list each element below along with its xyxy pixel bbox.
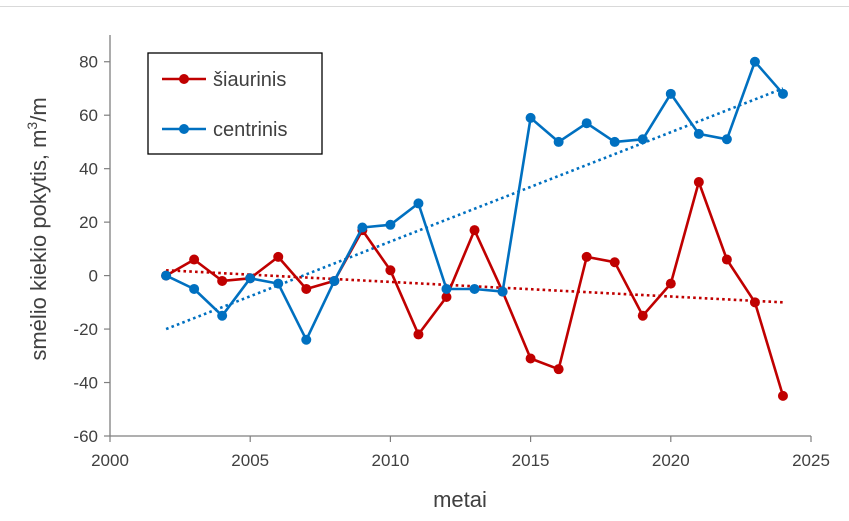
data-point [301, 283, 312, 294]
data-point [553, 136, 564, 147]
y-axis-label-sup: 3 [24, 122, 40, 130]
data-point [553, 364, 564, 375]
x-tick-label: 2000 [91, 451, 129, 470]
data-point [413, 198, 424, 209]
data-point [749, 297, 760, 308]
data-point [609, 136, 620, 147]
legend: šiaurinis centrinis [147, 52, 323, 155]
data-point [777, 390, 788, 401]
x-tick-label: 2010 [371, 451, 409, 470]
legend-label: šiaurinis [213, 69, 286, 91]
x-tick-label: 2005 [231, 451, 269, 470]
series-layer [161, 56, 788, 401]
data-point [189, 254, 200, 265]
data-point [469, 225, 480, 236]
legend-box [147, 52, 323, 155]
data-point [693, 128, 704, 139]
data-point [189, 283, 200, 294]
data-point [217, 275, 228, 286]
y-tick-label: -20 [73, 320, 98, 339]
data-point [525, 353, 536, 364]
data-point [469, 283, 480, 294]
trendline-2 [165, 87, 784, 331]
data-point [217, 310, 228, 321]
data-point [161, 270, 172, 281]
y-tick-label: 40 [79, 160, 98, 179]
y-axis-label-main: smėlio kiekio pokytis, m [26, 130, 51, 361]
data-point [581, 251, 592, 262]
y-tick-label: 60 [79, 106, 98, 125]
y-tick-label: -60 [73, 427, 98, 446]
axes: -60 -40 -20 0 20 40 60 80 2000 2005 2010 2015 2020 20… [73, 35, 830, 470]
data-point [777, 88, 788, 99]
legend-marker [179, 124, 189, 134]
x-tick-label: 2025 [792, 451, 830, 470]
legend-label: centrinis [213, 119, 287, 141]
data-point [497, 286, 508, 297]
data-point [385, 265, 396, 276]
x-tick-label: 2020 [652, 451, 690, 470]
y-tick-label: 0 [89, 267, 98, 286]
data-point [637, 134, 648, 145]
y-axis-label-tail: /m [26, 97, 51, 121]
data-point [693, 177, 704, 188]
data-point [721, 254, 732, 265]
data-point [385, 219, 396, 230]
data-point [609, 257, 620, 268]
top-border-line [0, 6, 849, 7]
data-point [357, 222, 368, 233]
y-axis-label: smėlio kiekio pokytis, m3/m [24, 97, 51, 360]
data-point [245, 273, 256, 284]
data-point [441, 283, 452, 294]
data-point [637, 310, 648, 321]
x-tick-label: 2015 [512, 451, 550, 470]
data-point [301, 334, 312, 345]
data-point [441, 291, 452, 302]
data-point [273, 251, 284, 262]
data-point [665, 278, 676, 289]
x-axis-label: metai [433, 487, 487, 512]
data-point [749, 56, 760, 67]
data-point [721, 134, 732, 145]
legend-marker [179, 74, 189, 84]
data-point [665, 88, 676, 99]
y-tick-label: 20 [79, 213, 98, 232]
data-point [413, 329, 424, 340]
data-point [273, 278, 284, 289]
y-tick-label: -40 [73, 374, 98, 393]
data-point [581, 118, 592, 129]
data-point [329, 275, 340, 286]
data-point [525, 112, 536, 123]
y-tick-label: 80 [79, 53, 98, 72]
